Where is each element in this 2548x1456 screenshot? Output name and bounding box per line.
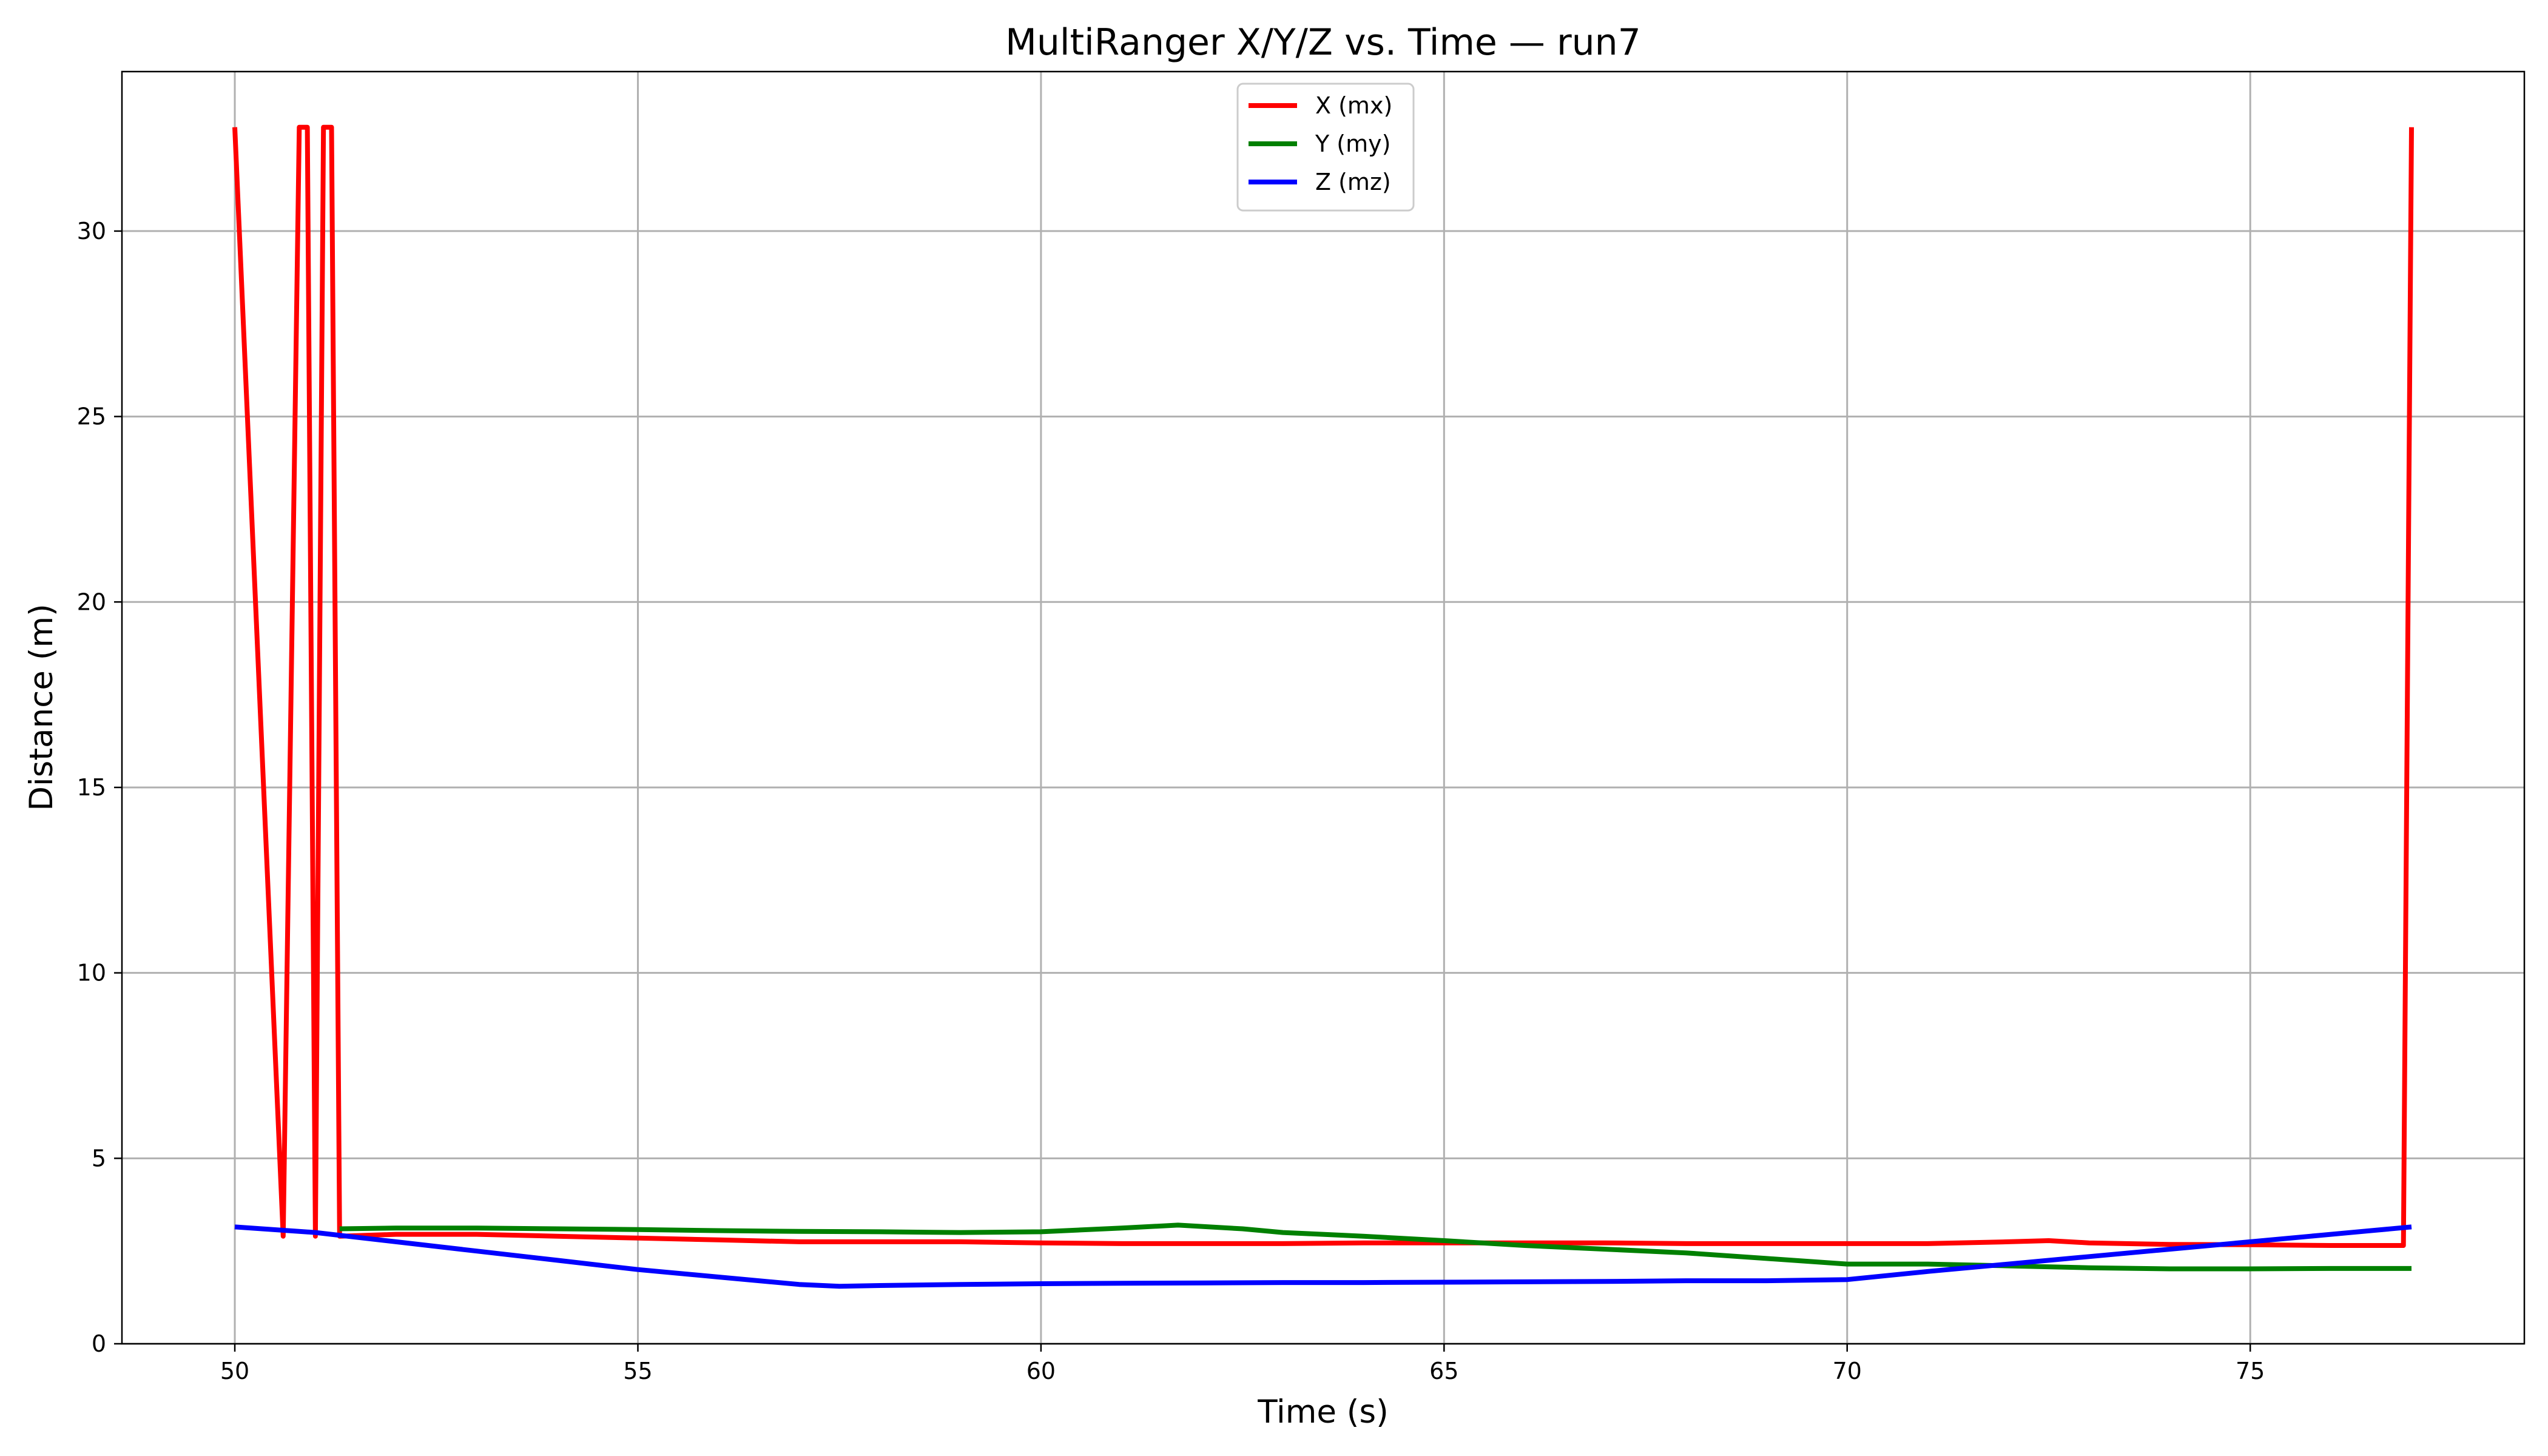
y-tick-label: 30 [77, 218, 106, 244]
x-tick-label: 75 [2236, 1358, 2265, 1384]
y-tick-label: 10 [77, 960, 106, 986]
y-tick-label: 0 [92, 1330, 106, 1357]
y-tick-label: 15 [77, 774, 106, 801]
chart-title: MultiRanger X/Y/Z vs. Time — run7 [1005, 21, 1641, 64]
x-axis-label: Time (s) [1257, 1394, 1389, 1431]
x-tick-label: 50 [220, 1358, 249, 1384]
y-tick-label: 20 [77, 588, 106, 615]
series-group [232, 124, 2414, 1289]
legend: X (mx) Y (my) Z (mz) [1236, 83, 1415, 212]
y-tick-label: 5 [92, 1145, 106, 1171]
x-tick-label: 60 [1026, 1358, 1056, 1384]
series-line-1 [339, 1222, 2412, 1272]
x-tick-label: 65 [1429, 1358, 1458, 1384]
plot-frame [121, 70, 2526, 1345]
x-tick-label: 55 [623, 1358, 652, 1384]
series-line-2 [234, 1224, 2412, 1289]
legend-label: X (mx) [1315, 92, 1392, 119]
legend-label: Z (mz) [1315, 169, 1391, 195]
x-tick-label: 70 [1833, 1358, 1862, 1384]
series-line-0 [232, 124, 2414, 1248]
legend-box [1236, 83, 1415, 212]
y-tick-label: 25 [77, 403, 106, 430]
legend-label: Y (my) [1315, 130, 1390, 157]
ticks: 50 55 60 65 70 75 0 5 10 15 20 25 30 [77, 218, 2265, 1384]
y-axis-label: Distance (m) [23, 604, 60, 811]
plot-area [122, 72, 2524, 1344]
